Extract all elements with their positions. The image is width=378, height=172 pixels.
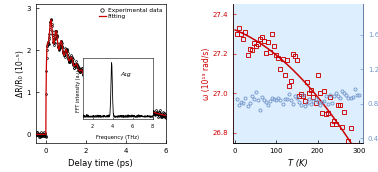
Line: Experimental data: Experimental data bbox=[35, 19, 167, 138]
Experimental data bbox=[96, 85, 101, 87]
Experimental data bbox=[43, 136, 48, 138]
Experimental data bbox=[163, 116, 168, 119]
Legend: Experimental data, Fitting: Experimental data, Fitting bbox=[98, 7, 163, 20]
Experimental data bbox=[112, 94, 116, 96]
Fitting bbox=[34, 133, 38, 135]
Fitting bbox=[49, 19, 53, 21]
Experimental data bbox=[96, 84, 100, 86]
Experimental data bbox=[161, 113, 165, 115]
Fitting bbox=[93, 83, 98, 85]
Fitting bbox=[160, 114, 164, 116]
Experimental data bbox=[141, 110, 145, 112]
Fitting bbox=[97, 86, 101, 88]
Experimental data bbox=[49, 18, 53, 20]
Y-axis label: ΔR/R₀ (10⁻⁵): ΔR/R₀ (10⁻⁵) bbox=[16, 50, 25, 97]
Fitting bbox=[40, 133, 45, 135]
Line: Fitting: Fitting bbox=[36, 20, 166, 134]
X-axis label: T (K): T (K) bbox=[288, 159, 308, 168]
Fitting bbox=[160, 114, 164, 116]
Y-axis label: ω (10¹³ rad/s): ω (10¹³ rad/s) bbox=[202, 47, 211, 100]
Experimental data bbox=[104, 89, 109, 91]
Experimental data bbox=[34, 133, 38, 135]
Fitting bbox=[136, 106, 140, 109]
X-axis label: Delay time (ps): Delay time (ps) bbox=[68, 159, 133, 168]
Fitting bbox=[163, 115, 168, 117]
